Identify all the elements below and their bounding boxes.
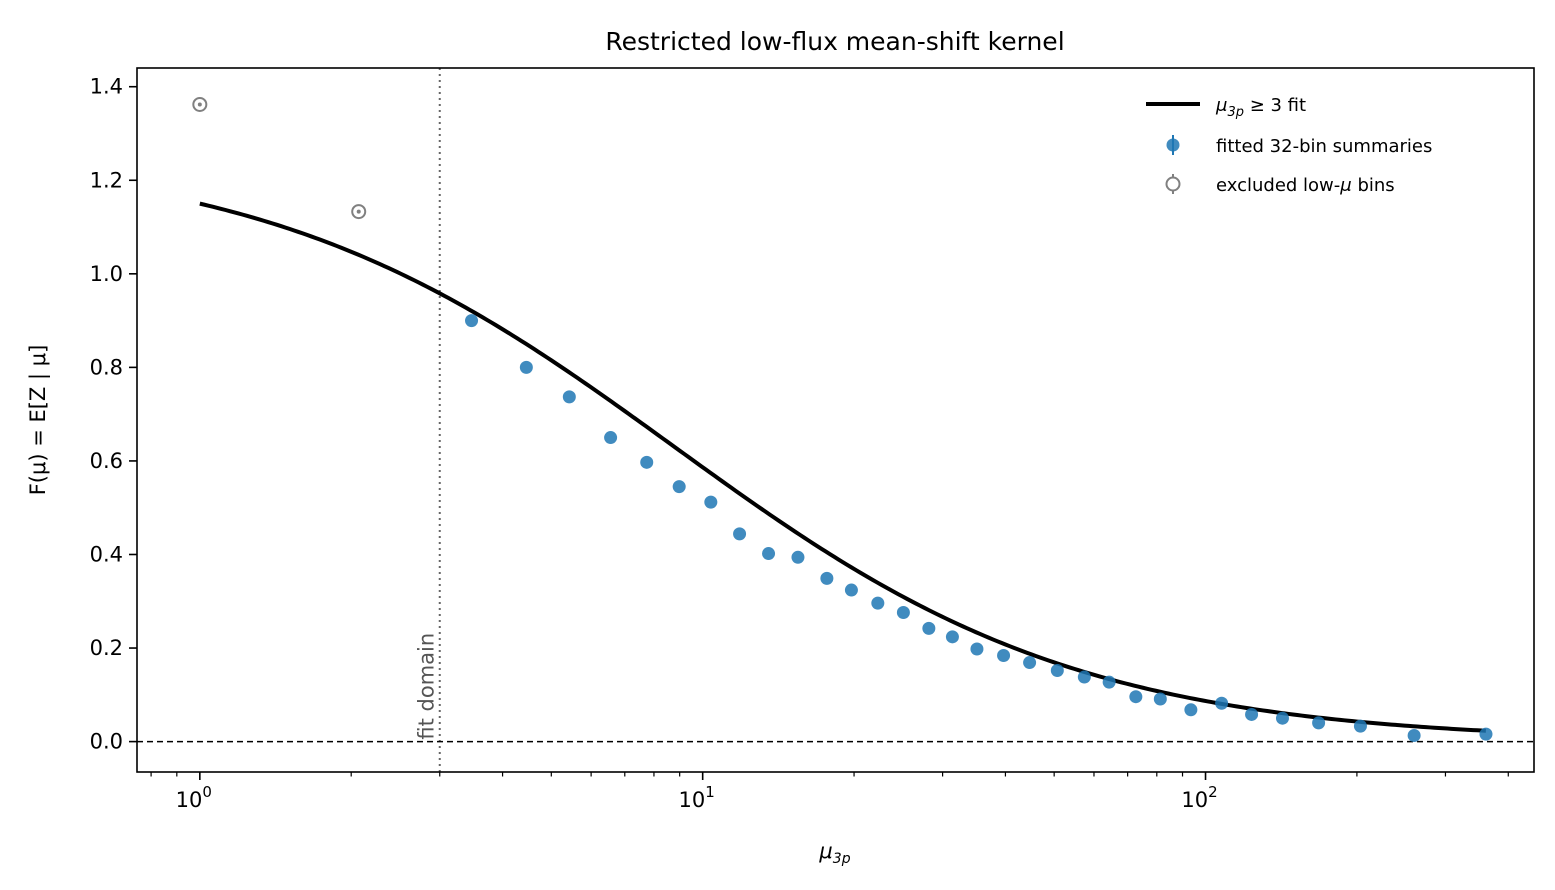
fitted-point <box>1129 690 1143 704</box>
fitted-point <box>1353 719 1367 733</box>
fitted-point <box>1407 729 1421 743</box>
y-tick-label: 0.2 <box>90 636 123 660</box>
fitted-point <box>1023 656 1037 670</box>
excluded-point-center <box>197 102 202 107</box>
excluded-point <box>192 96 208 112</box>
y-axis: 0.0 0.2 0.4 0.6 0.8 1.0 1.2 1.4 <box>90 75 137 754</box>
fitted-point <box>704 495 718 509</box>
fitted-point <box>465 314 479 328</box>
fitted-point <box>519 360 533 374</box>
x-tick-label: 102 <box>1181 783 1217 812</box>
excluded-point-center <box>356 209 361 214</box>
fitted-point <box>1153 692 1167 706</box>
legend-fitted-label: fitted 32-bin summaries <box>1216 136 1432 157</box>
legend: μ3p ≥ 3 fit fitted 32-bin summaries exclud… <box>1146 95 1432 196</box>
fitted-point <box>672 480 686 494</box>
fitted-point <box>997 649 1011 663</box>
fitted-point <box>970 642 984 656</box>
fitted-point <box>762 547 776 561</box>
y-tick-label: 1.2 <box>90 168 123 192</box>
fitted-point <box>1479 727 1493 741</box>
fitted-point <box>1312 716 1326 730</box>
y-tick-label: 0.6 <box>90 449 123 473</box>
fit-domain-label: fit domain <box>415 633 439 740</box>
legend-fitted-marker <box>1166 138 1180 152</box>
y-axis-label: F(μ) = E[Z | μ] <box>26 345 51 496</box>
excluded-point <box>351 204 367 220</box>
chart-title: Restricted low-flux mean-shift kernel <box>605 27 1064 56</box>
y-tick-label: 0.4 <box>90 542 123 566</box>
y-tick-label: 0.0 <box>90 730 123 754</box>
y-tick-label: 1.4 <box>90 75 123 99</box>
fit-curve <box>199 201 1486 733</box>
y-tick-label: 0.8 <box>90 355 123 379</box>
fitted-point <box>562 390 576 404</box>
x-axis: 100 101 102 <box>150 772 1509 812</box>
fitted-point <box>871 596 885 610</box>
fitted-point <box>820 571 834 585</box>
plot-area: fit domain <box>137 68 1534 772</box>
fitted-point <box>1245 707 1259 721</box>
fitted-point <box>896 605 910 619</box>
x-tick-label: 100 <box>176 783 212 812</box>
legend-fit-label: μ3p ≥ 3 fit <box>1215 95 1306 120</box>
fitted-point <box>640 455 654 469</box>
fitted-point <box>1215 696 1229 710</box>
fitted-point <box>1077 670 1091 684</box>
legend-excluded-marker <box>1165 176 1181 192</box>
fitted-point <box>1184 703 1198 717</box>
x-tick-label: 101 <box>679 783 715 812</box>
fitted-point <box>1102 675 1116 689</box>
fitted-point <box>1275 711 1289 725</box>
fitted-point <box>945 630 959 644</box>
y-tick-label: 1.0 <box>90 262 123 286</box>
x-axis-label: μ3p <box>818 839 850 867</box>
fitted-point <box>604 431 618 445</box>
fitted-point <box>733 527 747 541</box>
fitted-point <box>1050 663 1064 677</box>
fitted-point <box>844 583 858 597</box>
legend-excluded-label: excluded low-μ bins <box>1216 175 1395 196</box>
plot-frame <box>136 67 1535 773</box>
fitted-point <box>922 621 936 635</box>
fitted-point <box>791 550 805 564</box>
